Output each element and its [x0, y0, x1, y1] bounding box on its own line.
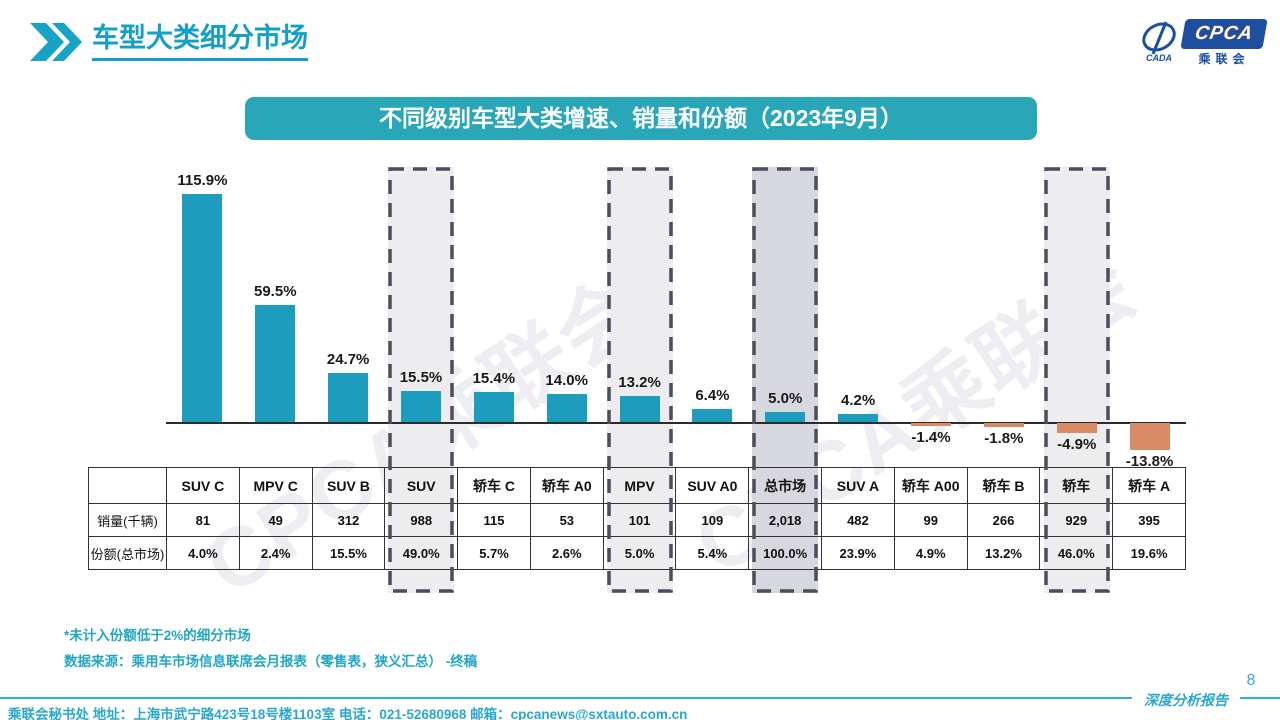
bar-轿车 A [1129, 423, 1170, 451]
chart-title-banner: 不同级别车型大类增速、销量和份额（2023年9月） [245, 97, 1037, 140]
table-header-SUV B: SUV B [311, 467, 386, 504]
table-cell-总市场: 100.0% [748, 536, 823, 570]
table-header-轿车 B: 轿车 B [966, 467, 1041, 504]
table-header-轿车 A00: 轿车 A00 [893, 467, 968, 504]
swirl-icon [1142, 21, 1176, 55]
table-cell-轿车 C: 5.7% [457, 536, 531, 570]
bar-value-label-SUV A: 4.2% [841, 391, 876, 409]
table-header-SUV A: SUV A [821, 467, 895, 504]
bar-SUV C [182, 193, 223, 422]
bar-轿车 B [983, 423, 1024, 427]
bar-value-label-轿车 A0: 14.0% [545, 372, 588, 390]
table-cell-SUV B: 15.5% [311, 536, 386, 570]
bar-value-label-轿车: -4.9% [1057, 435, 1097, 453]
table-header-MPV: MPV [602, 467, 677, 504]
table-cell-SUV C: 81 [166, 503, 240, 537]
footnote-data-source: 数据来源：乘用车市场信息联席会月报表（零售表，狭义汇总） -终稿 [64, 654, 478, 669]
table-cell-SUV B: 312 [311, 503, 386, 537]
bar-总市场 [765, 412, 806, 422]
slide-header: 车型大类细分市场 [28, 22, 308, 62]
table-cell-SUV A: 23.9% [821, 536, 895, 570]
table-cell-轿车 A: 395 [1112, 503, 1186, 537]
table-cell-轿车 A: 19.6% [1112, 536, 1186, 570]
bar-轿车 C [473, 391, 514, 422]
table-header-轿车 A0: 轿车 A0 [529, 467, 604, 504]
table-header-轿车: 轿车 [1039, 467, 1114, 504]
footer-contact-info: 乘联会秘书处 地址：上海市武宁路423号18号楼1103室 电话：021-526… [8, 707, 688, 720]
table-header-轿车 A: 轿车 A [1112, 467, 1186, 504]
bar-value-label-SUV B: 24.7% [326, 351, 370, 369]
bar-轿车 A0 [546, 394, 587, 422]
bar-SUV B [328, 373, 369, 422]
bar-value-label-轿车 A: -13.8% [1125, 453, 1174, 471]
bar-value-label-MPV C: 59.5% [254, 282, 297, 300]
table-cell-SUV A0: 109 [675, 503, 750, 537]
table-cell-MPV: 101 [602, 503, 677, 537]
table-cell-MPV C: 49 [238, 503, 313, 537]
footer-divider-left [0, 697, 1132, 699]
table-header-SUV: SUV [384, 467, 459, 504]
table-cell-MPV: 5.0% [602, 536, 677, 570]
table-cell-MPV C: 2.4% [238, 536, 313, 570]
table-cell-SUV A: 482 [821, 503, 895, 537]
footnote-exclusion: *未计入份额低于2%的细分市场 [64, 628, 251, 643]
table-row: 销量(千辆) 81 49 312 988 115 53 101 109 2,018 482 99 266… [88, 503, 1186, 537]
cpca-logo: CADA CPCA 乘联会 [1139, 20, 1267, 67]
table-header-SUV A0: SUV A0 [675, 467, 750, 504]
bar-轿车 A00 [911, 423, 951, 426]
cada-emblem: CADA [1139, 20, 1179, 63]
table-row-label: 份额(总市场) [88, 536, 167, 570]
bar-SUV [401, 391, 441, 422]
cpca-chinese-name: 乘联会 [1198, 52, 1250, 66]
table-header-总市场: 总市场 [748, 467, 823, 504]
table-cell-SUV: 988 [384, 503, 459, 537]
table-cell-轿车: 46.0% [1039, 536, 1114, 570]
page-number: 8 [1246, 672, 1256, 689]
bar-value-label-SUV A0: 6.4% [695, 387, 730, 405]
table-cell-SUV C: 4.0% [166, 536, 240, 570]
x-axis-line [166, 422, 1186, 424]
table-cell-轿车 A0: 2.6% [529, 536, 604, 570]
cada-label: CADA [1146, 53, 1172, 63]
summary-table: SUV C MPV C SUV B SUV 轿车 C 轿车 A0 MPV SUV A0 总市场 S… [88, 467, 1186, 570]
bar-SUV A0 [692, 409, 733, 422]
table-cell-总市场: 2,018 [748, 503, 823, 537]
page-title: 车型大类细分市场 [92, 23, 308, 61]
table-header-SUV C: SUV C [166, 467, 240, 504]
table-row-label: 销量(千辆) [88, 503, 167, 537]
bar-value-label-SUV C: 115.9% [177, 171, 228, 189]
table-cell-轿车 A00: 4.9% [893, 536, 968, 570]
bar-MPV [619, 395, 660, 422]
double-chevron-icon [30, 23, 82, 61]
table-cell-SUV: 49.0% [384, 536, 459, 570]
bar-轿车 [1056, 423, 1097, 433]
table-cell-轿车 B: 266 [966, 503, 1041, 537]
table-cell-轿车 A00: 99 [893, 503, 968, 537]
bar-MPV C [255, 304, 296, 422]
cpca-wordmark: CPCA 乘联会 [1181, 20, 1267, 67]
table-cell-轿车 A0: 53 [529, 503, 604, 537]
bar-SUV A [838, 413, 879, 422]
table-header-MPV C: MPV C [238, 467, 313, 504]
bar-value-label-轿车 C: 15.4% [472, 369, 516, 387]
footer-divider-right [1240, 697, 1280, 699]
bar-value-label-轿车 B: -1.8% [984, 429, 1024, 447]
table-header-轿车 C: 轿车 C [457, 467, 531, 504]
table-row: 份额(总市场) 4.0% 2.4% 15.5% 49.0% 5.7% 2.6% 5.0% 5.4… [88, 536, 1186, 570]
table-cell-SUV A0: 5.4% [675, 536, 750, 570]
bar-value-label-轿车 A00: -1.4% [911, 428, 951, 446]
table-cell-轿车 C: 115 [457, 503, 531, 537]
table-cell-轿车 B: 13.2% [966, 536, 1041, 570]
table-cell-轿车: 929 [1039, 503, 1114, 537]
table-corner-cell [88, 467, 167, 504]
report-type-label: 深度分析报告 [1144, 694, 1228, 709]
